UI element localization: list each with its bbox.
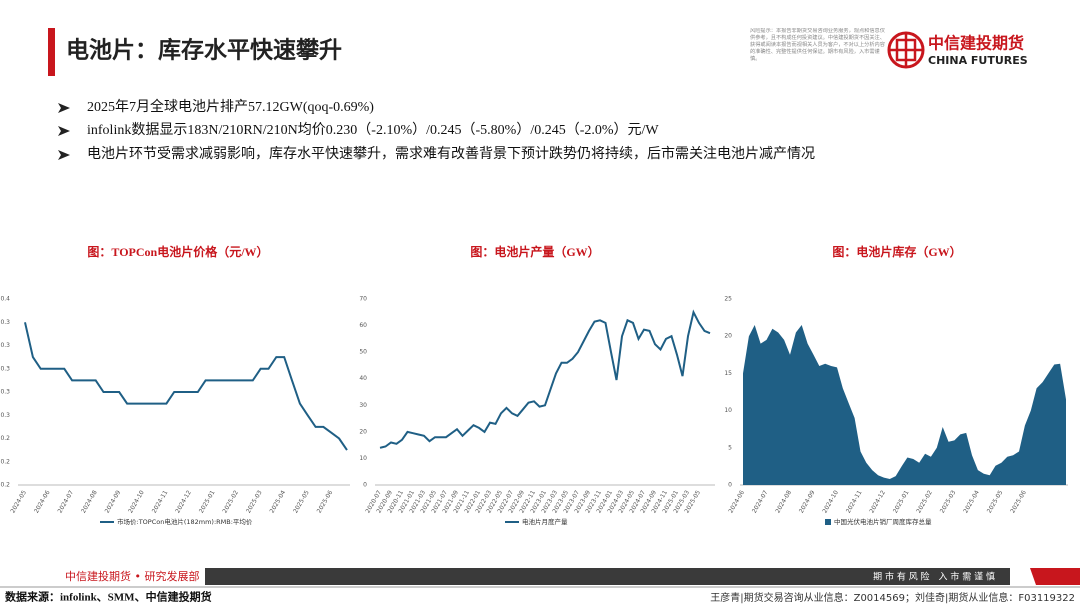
chart-title: 图：TOPCon电池片价格（元/W）: [87, 244, 268, 259]
y-tick-label: 20: [359, 428, 367, 435]
footer-analysts: 王彦青|期货交易咨询从业信息：Z0014569；刘佳奇|期货从业信息：F0311…: [710, 591, 1075, 604]
line: [379, 309, 711, 449]
y-tick-label: 0.3: [0, 412, 10, 419]
y-tick-label: 0.3: [0, 365, 10, 372]
area: [743, 325, 1066, 485]
bullet: 2025年7月全球电池片排产57.12GW(qoq-0.69%): [87, 98, 374, 115]
bullet: infolink数据显示183N/210RN/210N均价0.230（-2.10…: [87, 122, 659, 138]
y-tick-label: 60: [359, 322, 367, 329]
y-tick-label: 0.3: [0, 342, 10, 349]
line: [24, 322, 348, 451]
bullet-markers: [58, 103, 70, 160]
y-tick-label: 5: [728, 444, 732, 451]
slide-title: 电池片：库存水平快速攀升: [66, 37, 342, 64]
footer-source: 数据来源：infolink、SMM、中信建投期货: [5, 590, 212, 604]
y-tick-label: 15: [724, 370, 732, 377]
y-tick-label: 0: [728, 482, 732, 489]
y-tick-label: 10: [359, 455, 367, 462]
y-tick-label: 70: [359, 296, 367, 303]
y-tick-label: 0.3: [0, 319, 10, 326]
footer-bar: [205, 568, 1010, 585]
chart-title: 图：电池片产量（GW）: [470, 244, 599, 259]
y-tick-label: 0.2: [0, 482, 10, 489]
logo: [887, 31, 925, 69]
y-tick-label: 20: [724, 333, 732, 340]
footer-department: 中信建投期货 • 研究发展部: [65, 569, 199, 583]
y-tick-label: 40: [359, 375, 367, 382]
chart-title: 图：电池片库存（GW）: [832, 244, 961, 259]
logo-en: CHINA FUTURES: [928, 54, 1028, 67]
y-tick-label: 0.3: [0, 389, 10, 396]
y-tick-label: 50: [359, 349, 367, 356]
y-tick-label: 0: [363, 482, 367, 489]
y-tick-label: 0.2: [0, 458, 10, 465]
legend-label: 电池片月度产量: [522, 517, 568, 526]
y-tick-label: 10: [724, 407, 732, 414]
legend-swatch: [825, 519, 831, 525]
disclaimer: 风险提示：本报告非期货交易咨询业务服务，观点和信息仅供参考，且不构成任何投资建议…: [750, 28, 885, 62]
legend-label: 中国光伏电池片销厂周度库存总量: [834, 517, 932, 526]
y-tick-label: 0.4: [0, 296, 10, 303]
y-tick-label: 30: [359, 402, 367, 409]
title-accent: [48, 28, 55, 76]
disclaimer-box: 风险提示：本报告非期货交易咨询业务服务，观点和信息仅供参考，且不构成任何投资建议…: [750, 28, 885, 62]
logo-cn: 中信建投期货: [928, 34, 1024, 53]
y-tick-label: 0.2: [0, 435, 10, 442]
footer-slogan: 期 市 有 风 险 入 市 需 谨 慎: [873, 571, 995, 583]
y-tick-label: 25: [724, 296, 732, 303]
legend-label: 市场价:TOPCon电池片(182mm):RMB:平均价: [117, 517, 253, 526]
bullet: 电池片环节受需求减弱影响，库存水平快速攀升，需求难有改善背景下预计跌势仍将持续，…: [87, 145, 815, 162]
footer-accent: [1030, 568, 1080, 585]
